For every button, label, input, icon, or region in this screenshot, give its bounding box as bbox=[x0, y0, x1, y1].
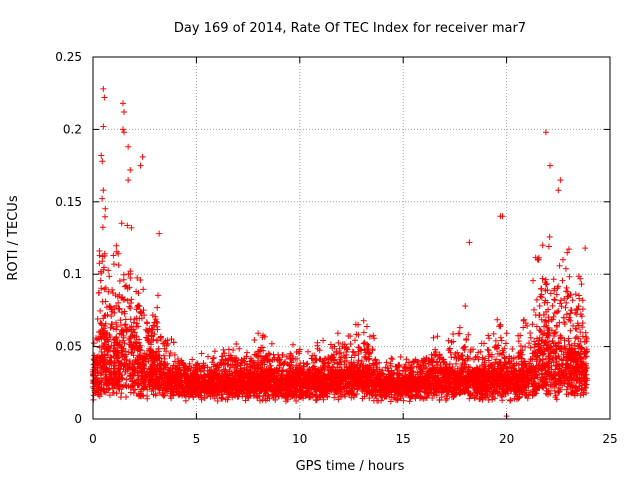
outlier-point bbox=[499, 213, 506, 220]
outlier-point bbox=[462, 303, 469, 310]
outlier-point bbox=[125, 143, 132, 150]
outlier-point bbox=[125, 177, 132, 184]
y-tick-labels: 0 0.05 0.1 0.15 0.2 0.25 bbox=[55, 50, 82, 426]
outlier-point bbox=[139, 153, 146, 160]
x-axis-label: GPS time / hours bbox=[296, 459, 405, 474]
outlier-point bbox=[100, 123, 107, 130]
outlier-point bbox=[119, 126, 126, 133]
plot-frame bbox=[92, 56, 611, 420]
outlier-point bbox=[557, 177, 564, 184]
outlier-point bbox=[547, 162, 554, 169]
outlier-point bbox=[98, 152, 105, 159]
x-tick-label: 20 bbox=[499, 432, 514, 446]
grid-lines bbox=[93, 57, 610, 419]
chart-title: Day 169 of 2014, Rate Of TEC Index for r… bbox=[174, 21, 526, 36]
y-tick-label: 0.15 bbox=[55, 195, 82, 209]
y-tick-label: 0.25 bbox=[55, 50, 82, 64]
outlier-point bbox=[119, 100, 126, 107]
y-tick-label: 0.1 bbox=[63, 267, 82, 281]
x-tick-label: 10 bbox=[292, 432, 307, 446]
outlier-point bbox=[121, 129, 128, 136]
y-tick-label: 0 bbox=[74, 412, 82, 426]
y-tick-label: 0.2 bbox=[63, 122, 82, 136]
outlier-point bbox=[582, 245, 589, 252]
outlier-point bbox=[127, 166, 134, 173]
y-tick-label: 0.05 bbox=[55, 340, 82, 354]
outlier-point bbox=[121, 109, 128, 116]
x-tick-label: 15 bbox=[396, 432, 411, 446]
outlier-point bbox=[100, 187, 107, 194]
x-tick-label: 25 bbox=[602, 432, 617, 446]
outlier-point bbox=[99, 158, 106, 165]
outlier-point bbox=[466, 239, 473, 246]
axis-ticks bbox=[92, 56, 611, 420]
data-points bbox=[90, 85, 590, 420]
y-axis-label: ROTI / TECUs bbox=[6, 195, 21, 280]
outlier-point bbox=[100, 85, 107, 92]
outlier-point bbox=[555, 187, 562, 194]
x-tick-label: 5 bbox=[193, 432, 201, 446]
outlier-point bbox=[156, 230, 163, 237]
x-tick-labels: 0 5 10 15 20 25 bbox=[89, 432, 617, 446]
scatter-cloud bbox=[90, 195, 590, 405]
outlier-point bbox=[542, 129, 549, 136]
x-tick-label: 0 bbox=[89, 432, 97, 446]
outlier-point bbox=[137, 162, 144, 169]
outlier-point bbox=[101, 94, 108, 101]
